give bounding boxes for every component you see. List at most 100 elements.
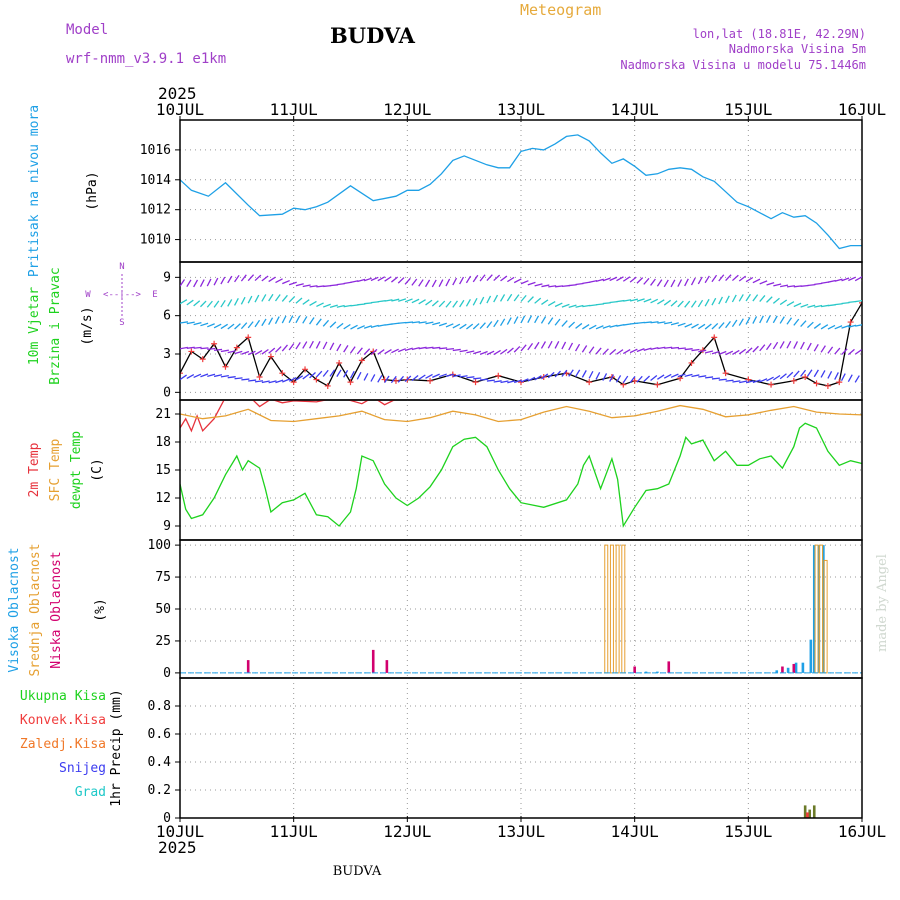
- day-label-bottom: 15JUL: [724, 822, 772, 841]
- bar: [812, 805, 816, 818]
- data-point: [245, 334, 252, 341]
- wind-arrow: [813, 323, 822, 329]
- y-tick-label: 0.4: [148, 755, 172, 770]
- panel-label: Pritisak na nivou mora: [27, 105, 42, 277]
- wind-arrow: [404, 298, 413, 303]
- wind-arrow: [404, 321, 414, 324]
- wind-arrow: [793, 341, 799, 349]
- wind-arrow: [220, 349, 229, 353]
- wind-arrow: [254, 274, 262, 282]
- wind-arrow: [465, 275, 472, 284]
- wind-arrow: [459, 276, 465, 285]
- wind-arrow: [752, 379, 761, 384]
- panel-label: dewpt Temp: [69, 431, 84, 509]
- wind-arrow: [295, 341, 301, 350]
- wind-arrow: [725, 295, 730, 304]
- wind-arrow: [329, 284, 339, 287]
- model-elevation-label: Nadmorska Visina u modelu 75.1446m: [620, 58, 866, 72]
- wind-arrow: [643, 277, 650, 285]
- wind-arrow: [861, 280, 862, 282]
- wind-arrow: [684, 300, 691, 308]
- wind-arrow: [500, 348, 508, 355]
- data-point: [336, 359, 343, 366]
- wind-arrow: [793, 302, 802, 308]
- wind-arrow: [568, 284, 577, 287]
- wind-arrow: [411, 298, 420, 304]
- wind-arrow: [480, 378, 489, 381]
- wind-arrow: [329, 369, 336, 377]
- wind-arrow: [227, 376, 236, 379]
- wind-arrow: [847, 348, 855, 356]
- y-tick-label: 100: [148, 538, 171, 553]
- wind-arrow: [520, 344, 527, 352]
- wind-arrow: [357, 303, 366, 306]
- wind-arrow: [493, 274, 501, 282]
- wind-arrow: [636, 321, 645, 324]
- wind-arrow: [180, 346, 188, 350]
- wind-arrow: [684, 323, 693, 328]
- wind-arrow: [725, 379, 734, 382]
- wind-arrow: [643, 347, 652, 351]
- wind-arrow: [302, 341, 308, 349]
- wind-arrow: [575, 369, 581, 378]
- wind-arrow: [725, 274, 732, 282]
- wind-arrow: [765, 315, 771, 323]
- wind-arrow: [377, 276, 386, 282]
- wind-arrow: [513, 278, 522, 284]
- y-tick-label: 0: [163, 666, 171, 681]
- wind-arrow: [745, 317, 751, 325]
- wind-arrow: [677, 300, 684, 308]
- wind-arrow: [575, 304, 584, 308]
- wind-arrow: [309, 317, 315, 325]
- plot-area: [180, 400, 862, 528]
- wind-vectors: [180, 274, 862, 384]
- wind-arrow: [650, 346, 659, 351]
- wind-arrow: [629, 348, 638, 354]
- wind-arrow: [650, 278, 656, 286]
- wind-arrow: [513, 345, 521, 353]
- wind-arrow: [322, 341, 328, 350]
- wind-arrow: [418, 321, 427, 324]
- wind-arrow: [404, 277, 411, 285]
- panel-unit: (%): [93, 598, 108, 621]
- wind-arrow: [479, 274, 486, 282]
- wind-arrow: [411, 347, 420, 351]
- bar: [621, 544, 626, 674]
- wind-arrow: [677, 322, 686, 327]
- wind-arrow: [623, 323, 632, 326]
- wind-arrow: [281, 294, 288, 302]
- wind-arrow: [288, 296, 296, 303]
- wind-arrow: [820, 304, 830, 308]
- model-name: wrf-nmm_v3.9.1 e1km: [66, 51, 226, 67]
- wind-arrow: [670, 346, 680, 349]
- data-point: [427, 377, 434, 384]
- wind-arrow: [697, 299, 704, 308]
- wind-arrow: [507, 380, 516, 384]
- wind-arrow: [568, 321, 576, 328]
- wind-arrow: [472, 274, 479, 283]
- wind-arrow: [500, 380, 509, 384]
- wind-arrow: [493, 349, 501, 356]
- wind-arrow: [806, 369, 813, 377]
- wind-arrow: [554, 302, 563, 308]
- wind-arrow: [486, 350, 495, 356]
- wind-arrow: [302, 299, 310, 305]
- wind-arrow: [827, 324, 836, 330]
- wind-arrow: [193, 321, 202, 326]
- day-label-top: 16JUL: [838, 100, 886, 119]
- series-line: [180, 134, 862, 250]
- wind-arrow: [814, 282, 823, 286]
- wind-arrow: [445, 300, 452, 308]
- y-tick-label: 75: [155, 570, 171, 585]
- day-label-bottom: 10JUL: [156, 822, 204, 841]
- wind-arrow: [731, 274, 739, 282]
- wind-arrow: [193, 373, 202, 379]
- wind-arrow: [336, 283, 345, 286]
- wind-arrow: [513, 379, 522, 384]
- compass-w: W: [85, 290, 91, 300]
- y-tick-label: 50: [155, 602, 171, 617]
- wind-arrow: [841, 348, 848, 356]
- panel-pressure: 1010 1012 1014 1016 Pritisak na nivou mora (h…: [27, 105, 863, 277]
- wind-arrow: [731, 319, 738, 328]
